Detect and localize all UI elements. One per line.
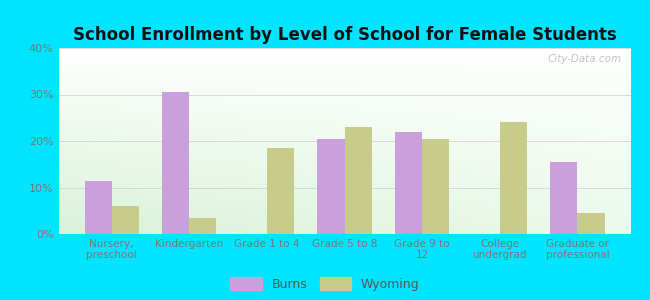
Bar — [317, 139, 344, 234]
Bar — [84, 181, 112, 234]
Bar — [395, 132, 422, 234]
Text: City-Data.com: City-Data.com — [548, 54, 622, 64]
Legend: Burns, Wyoming: Burns, Wyoming — [230, 277, 420, 291]
Bar — [500, 122, 527, 234]
Title: School Enrollment by Level of School for Female Students: School Enrollment by Level of School for… — [73, 26, 616, 44]
Bar — [577, 213, 605, 234]
Bar — [422, 139, 449, 234]
Bar — [162, 92, 189, 234]
Bar — [550, 162, 577, 234]
Bar — [189, 218, 216, 234]
Bar — [267, 148, 294, 234]
Bar — [112, 206, 139, 234]
Bar — [344, 127, 372, 234]
